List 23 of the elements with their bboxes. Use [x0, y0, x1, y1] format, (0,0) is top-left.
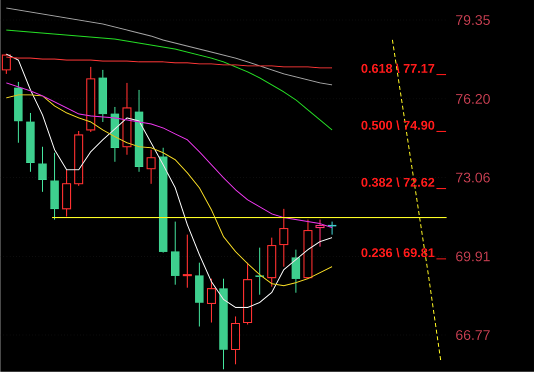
y-tick-label: 69.91 [456, 252, 490, 262]
candlestick [86, 66, 96, 133]
ref-line-label: 0.236 \ 69.81 [361, 248, 434, 258]
candlestick [26, 112, 35, 172]
y-tick-label: 73.06 [456, 172, 490, 183]
candlestick [134, 89, 144, 172]
candlestick [38, 146, 47, 192]
ref-line-label: 0.500 \ 74.90 [361, 120, 434, 130]
candlestick [219, 278, 228, 370]
y-tick-label: 66.77 [456, 330, 490, 340]
candlestick [206, 278, 216, 324]
candlestick [267, 237, 276, 288]
ref-line-label: 0.382 \ 72.62 [361, 178, 434, 188]
y-tick-label: 79.35 [456, 15, 490, 26]
candlestick [182, 234, 192, 288]
y-tick-label: 76.20 [456, 94, 490, 104]
candlestick [170, 221, 180, 286]
candlestick [195, 262, 204, 328]
candlestick [292, 249, 300, 294]
ref-line-label: 0.618 \ 77.17 [361, 64, 434, 74]
candlestick [50, 152, 59, 220]
line-series [6, 54, 333, 308]
candlestick [279, 208, 288, 268]
